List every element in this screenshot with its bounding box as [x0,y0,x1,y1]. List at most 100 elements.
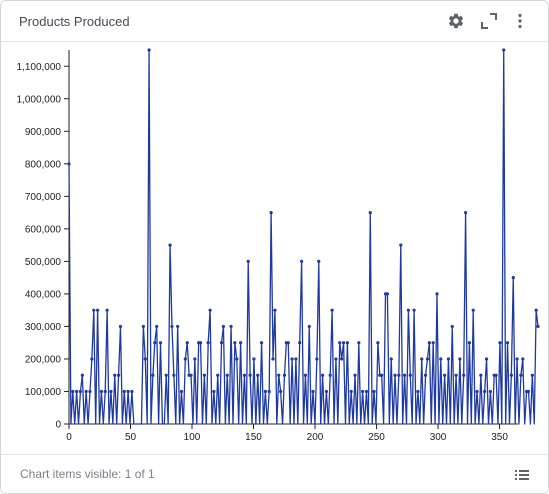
data-point[interactable] [530,373,534,377]
data-point[interactable] [389,357,393,361]
data-point[interactable] [118,324,123,329]
data-point[interactable] [290,357,294,361]
data-point[interactable] [90,357,94,361]
data-point[interactable] [212,389,216,394]
data-point[interactable] [454,373,458,377]
data-point[interactable] [317,259,321,263]
data-point[interactable] [372,389,376,394]
data-point[interactable] [116,373,121,377]
expand-icon[interactable] [480,12,498,30]
data-point[interactable] [71,389,75,394]
data-point[interactable] [345,341,349,345]
data-point[interactable] [286,341,290,345]
data-point[interactable] [263,389,267,394]
data-point[interactable] [256,373,260,377]
data-point[interactable] [498,341,502,345]
data-point[interactable] [113,373,117,377]
data-point[interactable] [412,308,416,312]
data-point[interactable] [88,389,92,394]
data-point[interactable] [155,324,159,329]
data-point[interactable] [364,389,369,394]
data-point[interactable] [99,389,104,394]
data-point[interactable] [158,341,163,345]
data-point[interactable] [172,373,176,377]
data-point[interactable] [185,341,189,345]
data-point[interactable] [399,243,403,247]
data-point[interactable] [330,308,334,312]
data-point[interactable] [170,324,174,329]
data-point[interactable] [515,357,519,361]
data-point[interactable] [324,389,329,394]
data-point[interactable] [458,357,462,361]
data-point[interactable] [198,341,203,345]
data-point[interactable] [109,389,113,394]
data-point[interactable] [233,341,237,345]
data-point[interactable] [248,373,252,377]
data-point[interactable] [462,373,466,377]
data-point[interactable] [67,162,71,166]
data-point[interactable] [183,357,187,361]
data-point[interactable] [208,308,212,312]
data-point[interactable] [298,341,302,345]
data-point[interactable] [368,211,372,215]
data-point[interactable] [294,357,298,361]
data-point[interactable] [216,373,220,377]
data-point[interactable] [519,373,523,377]
data-point[interactable] [534,308,538,312]
data-point[interactable] [505,341,510,345]
data-point[interactable] [206,341,210,345]
data-point[interactable] [80,373,84,377]
data-point[interactable] [471,308,475,312]
data-point[interactable] [189,373,193,377]
data-point[interactable] [84,389,88,394]
data-point[interactable] [219,341,224,345]
data-point[interactable] [103,389,107,394]
data-point[interactable] [229,324,233,329]
data-point[interactable] [315,357,319,361]
data-point[interactable] [176,324,180,329]
data-point[interactable] [141,324,145,329]
data-point[interactable] [271,357,275,361]
data-point[interactable] [393,373,397,377]
data-point[interactable] [385,292,390,296]
data-point[interactable] [509,373,513,377]
line-chart[interactable]: 0 100,000 200,000 300,000 400,000 500,000 600,… [1,42,548,454]
data-point[interactable] [502,48,506,52]
data-point[interactable] [267,389,271,394]
data-point[interactable] [435,292,439,296]
data-point[interactable] [252,357,256,361]
data-point[interactable] [277,373,281,377]
data-point[interactable] [311,389,315,394]
data-point[interactable] [431,341,435,345]
data-point[interactable] [242,373,247,377]
data-point[interactable] [164,373,168,377]
data-point[interactable] [494,373,498,377]
data-point[interactable] [269,211,273,215]
more-vertical-icon[interactable] [511,12,529,30]
data-point[interactable] [408,373,412,377]
data-point[interactable] [92,308,96,312]
data-point[interactable] [406,308,410,312]
data-point[interactable] [349,389,353,394]
data-point[interactable] [282,373,287,377]
data-point[interactable] [259,341,264,345]
gear-icon[interactable] [447,12,465,30]
data-point[interactable] [151,373,155,377]
data-point[interactable] [357,341,361,345]
data-point[interactable] [328,373,332,377]
data-point[interactable] [488,389,492,394]
data-point[interactable] [423,373,428,377]
data-point[interactable] [338,341,342,345]
data-point[interactable] [239,341,243,345]
data-point[interactable] [484,357,489,361]
data-point[interactable] [353,373,357,377]
data-point[interactable] [475,389,479,394]
data-point[interactable] [380,373,384,377]
data-point[interactable] [450,324,454,329]
data-point[interactable] [126,389,130,394]
data-point[interactable] [193,357,197,361]
data-point[interactable] [397,373,401,377]
data-point[interactable] [235,357,239,361]
data-point[interactable] [202,373,206,377]
data-point[interactable] [511,276,515,280]
